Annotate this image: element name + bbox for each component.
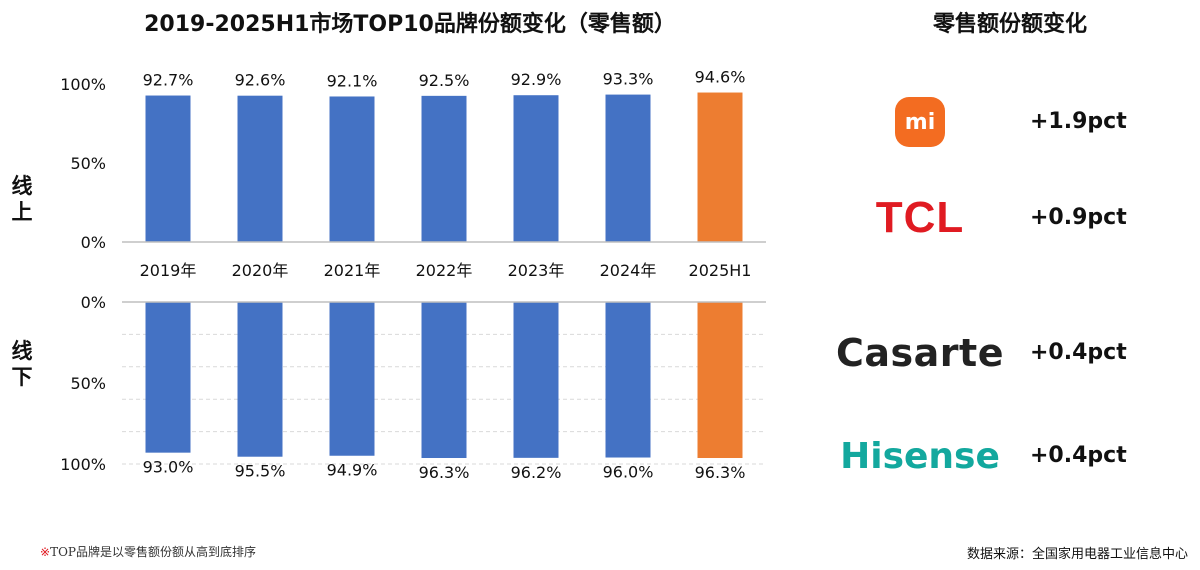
- x-tick-label: 2020年: [232, 261, 289, 280]
- data-label: 94.9%: [327, 461, 378, 480]
- bar-offline-1: [237, 302, 283, 457]
- brand-row-tcl: TCL +0.9pct: [830, 188, 1190, 248]
- share-chart: 0% 50% 100% 92.7% 92.6% 92.1% 92.5% 92.9% 93.3% 9…: [12, 68, 766, 482]
- bar-online-0: [145, 95, 191, 242]
- data-label: 92.6%: [235, 71, 286, 90]
- bar-offline-3: [421, 302, 467, 459]
- bar-offline-5: [605, 302, 651, 458]
- x-tick-label: 2022年: [416, 261, 473, 280]
- data-label: 92.5%: [419, 71, 470, 90]
- share-change-title: 零售额份额变化: [932, 12, 1087, 37]
- brand-row-casarte: Casarte +0.4pct: [830, 323, 1190, 383]
- x-tick-label: 2021年: [324, 261, 381, 280]
- row-label-char: 线: [12, 339, 33, 363]
- x-tick-label: 2023年: [508, 261, 565, 280]
- y-tick-label: 100%: [60, 75, 106, 94]
- x-tick-label: 2019年: [140, 261, 197, 280]
- xiaomi-logo: mi: [830, 92, 1010, 152]
- data-source: 数据来源：全国家用电器工业信息中心: [966, 547, 1188, 562]
- bar-online-6: [697, 92, 743, 242]
- data-label: 96.2%: [511, 463, 562, 482]
- footnote: ※TOP品牌是以零售额份额从高到底排序: [40, 543, 256, 560]
- y-tick-label: 100%: [60, 455, 106, 474]
- y-tick-label: 50%: [70, 374, 106, 393]
- tcl-share-change: +0.9pct: [1030, 205, 1127, 230]
- tcl-logo-text: TCL: [875, 193, 965, 242]
- y-tick-label: 0%: [81, 233, 106, 252]
- xiaomi-share-change: +1.9pct: [1030, 109, 1127, 134]
- brand-row-hisense: Hisense +0.4pct: [830, 426, 1190, 486]
- tcl-logo: TCL: [830, 188, 1010, 248]
- footnote-text: TOP品牌是以零售额份额从高到底排序: [50, 545, 256, 559]
- bar-offline-0: [145, 302, 191, 453]
- chart-title: 2019-2025H1市场TOP10品牌份额变化（零售额）: [144, 12, 676, 37]
- data-label: 92.9%: [511, 70, 562, 89]
- bar-online-2: [329, 96, 375, 243]
- data-label: 93.0%: [143, 458, 194, 477]
- data-label: 92.7%: [143, 71, 194, 90]
- bar-offline-4: [513, 302, 559, 458]
- footnote-mark: ※: [40, 545, 51, 559]
- xiaomi-logo-mark: mi: [895, 97, 945, 147]
- x-tick-label: 2025H1: [689, 261, 752, 280]
- hisense-logo: Hisense: [830, 426, 1010, 486]
- data-label: 94.6%: [695, 68, 746, 87]
- data-label: 96.3%: [695, 463, 746, 482]
- casarte-logo-text: Casarte: [836, 331, 1004, 375]
- hisense-logo-text: Hisense: [840, 435, 1000, 477]
- y-tick-label: 0%: [81, 293, 106, 312]
- row-label-char: 线: [12, 174, 33, 198]
- bar-online-4: [513, 95, 559, 242]
- x-tick-label: 2024年: [600, 261, 657, 280]
- row-label-char: 上: [12, 200, 33, 224]
- bar-online-3: [421, 95, 467, 242]
- bar-offline-2: [329, 302, 375, 456]
- data-label: 95.5%: [235, 462, 286, 481]
- y-tick-label: 50%: [70, 154, 106, 173]
- casarte-share-change: +0.4pct: [1030, 340, 1127, 365]
- brand-row-xiaomi: mi +1.9pct: [830, 92, 1190, 152]
- data-label: 96.3%: [419, 463, 470, 482]
- bar-online-1: [237, 95, 283, 242]
- data-label: 96.0%: [603, 463, 654, 482]
- casarte-logo: Casarte: [830, 323, 1010, 383]
- bar-online-5: [605, 94, 651, 242]
- bar-offline-6: [697, 302, 743, 459]
- hisense-share-change: +0.4pct: [1030, 443, 1127, 468]
- data-label: 92.1%: [327, 71, 378, 90]
- data-label: 93.3%: [603, 70, 654, 89]
- row-label-char: 下: [12, 365, 33, 389]
